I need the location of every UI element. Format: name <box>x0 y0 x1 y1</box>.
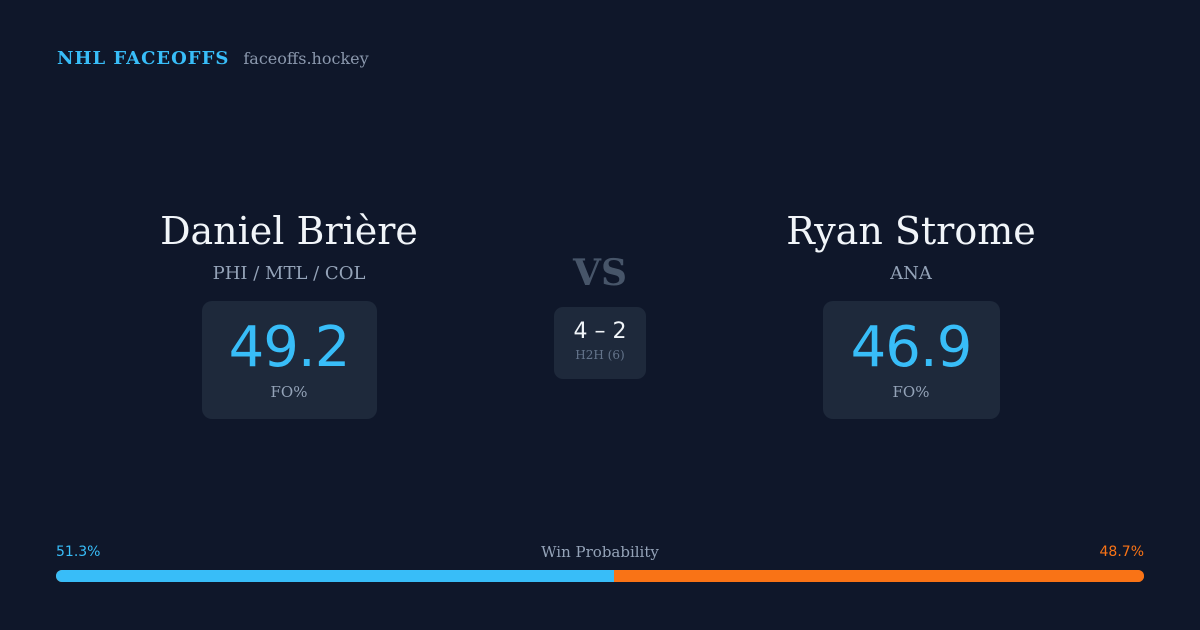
h2h-label: H2H (6) <box>575 348 625 362</box>
player-left-name: Daniel Brière <box>160 209 418 253</box>
brand-header: NHL FACEOFFS faceoffs.hockey <box>57 48 369 69</box>
player-right-name: Ryan Strome <box>786 209 1036 253</box>
h2h-score: 4 – 2 <box>573 319 627 344</box>
matchup-center: VS 4 – 2 H2H (6) <box>500 250 700 379</box>
player-right-fo-label: FO% <box>892 383 930 401</box>
player-right-stat-card: 46.9 FO% <box>822 301 1000 419</box>
win-probability-bar <box>56 570 1144 582</box>
player-left-stat-card: 49.2 FO% <box>201 301 377 419</box>
win-probability-right-value: 48.7% <box>1099 544 1144 560</box>
player-right-fo-value: 46.9 <box>850 315 973 380</box>
h2h-card: 4 – 2 H2H (6) <box>554 307 646 379</box>
win-probability-labels: 51.3% Win Probability 48.7% <box>56 543 1144 563</box>
brand-name: NHL FACEOFFS <box>57 48 230 69</box>
player-right: Ryan Strome ANA 46.9 FO% <box>701 205 1121 419</box>
brand-domain: faceoffs.hockey <box>243 49 369 68</box>
player-left-teams: PHI / MTL / COL <box>212 263 366 284</box>
win-probability-title: Win Probability <box>541 543 659 561</box>
player-left: Daniel Brière PHI / MTL / COL 49.2 FO% <box>79 205 499 419</box>
win-probability-left-value: 51.3% <box>56 544 101 560</box>
win-probability-left-fill <box>56 570 615 582</box>
vs-label: VS <box>573 252 627 294</box>
player-right-teams: ANA <box>890 263 932 284</box>
win-probability-right-fill <box>614 570 1144 582</box>
player-left-fo-value: 49.2 <box>228 315 351 380</box>
player-left-fo-label: FO% <box>270 383 308 401</box>
